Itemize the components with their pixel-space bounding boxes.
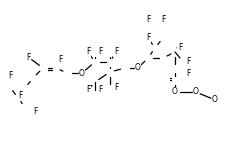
Text: F: F [146,33,150,42]
Text: F: F [98,47,102,57]
Text: F: F [98,86,102,94]
Text: F: F [86,47,90,57]
Text: F: F [186,69,190,79]
Text: F: F [86,86,90,94]
Text: F: F [146,15,150,25]
Text: F: F [33,106,37,115]
Text: F: F [114,47,118,57]
Text: O: O [135,64,141,73]
Text: O: O [79,68,85,78]
Text: F: F [58,55,62,65]
Text: F: F [186,58,190,66]
Text: F: F [18,91,22,100]
Text: O: O [172,87,178,97]
Text: F: F [178,44,182,53]
Text: O: O [193,87,199,97]
Text: F: F [8,71,12,80]
Text: F: F [114,84,118,93]
Text: O: O [212,95,218,105]
Text: F: F [26,53,30,61]
Text: F: F [161,15,165,25]
